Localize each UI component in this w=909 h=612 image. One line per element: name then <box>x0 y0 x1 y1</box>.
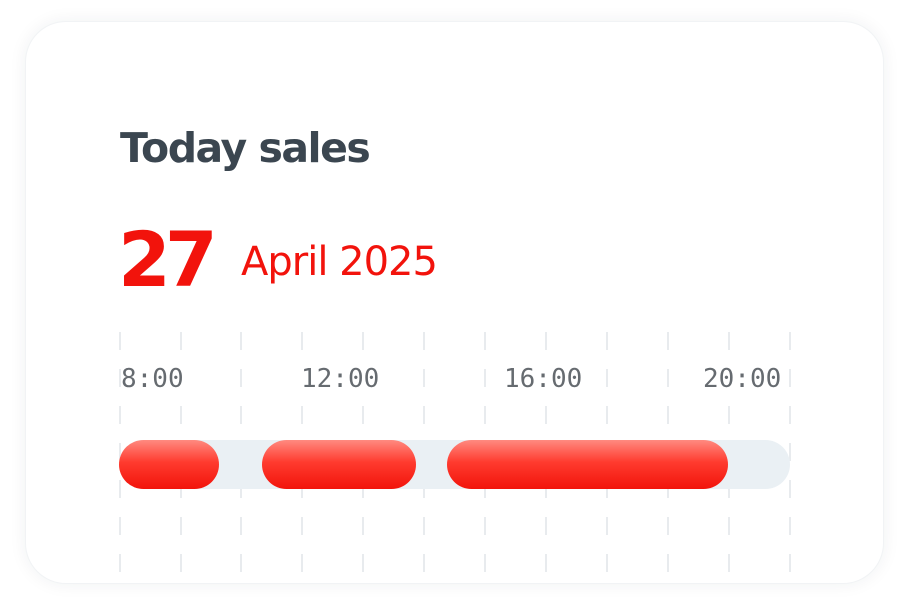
sales-segment[interactable] <box>119 440 219 489</box>
sales-segment[interactable] <box>262 440 416 489</box>
time-label-20: 20:00 <box>703 362 782 396</box>
sales-card <box>26 22 883 583</box>
date-day: 27 <box>118 215 218 304</box>
card-title: Today sales <box>120 124 371 172</box>
sales-segment[interactable] <box>447 440 728 489</box>
time-label-12: 12:00 <box>301 362 380 396</box>
date-month-year: April 2025 <box>241 239 438 285</box>
time-label-16: 16:00 <box>504 362 583 396</box>
grid-line <box>789 332 791 578</box>
time-label-8: 8:00 <box>121 362 184 396</box>
